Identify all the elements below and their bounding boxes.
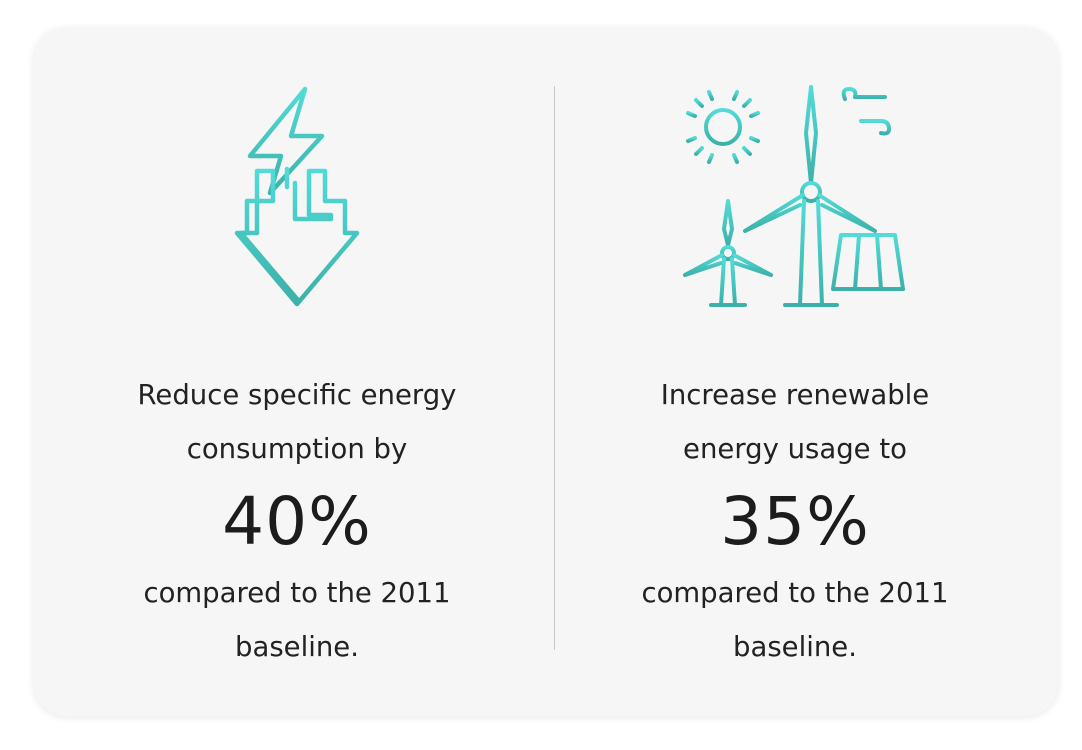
goal-text: Reduce specific energy consumption by 40… <box>87 368 507 674</box>
energy-down-icon <box>87 83 507 315</box>
column-divider <box>554 86 555 650</box>
goal-line-1: Increase renewable <box>660 379 930 411</box>
goal-text: Increase renewable energy usage to 35% c… <box>585 368 1005 674</box>
goal-value: 35% <box>720 483 870 560</box>
goal-line-4: baseline. <box>235 631 359 663</box>
goal-line-1: Reduce specific energy <box>137 379 457 411</box>
goal-line-3: compared to the 2011 <box>143 577 451 609</box>
renewable-energy-icon <box>585 83 1005 315</box>
goal-line-3: compared to the 2011 <box>641 577 949 609</box>
goal-line-4: baseline. <box>733 631 857 663</box>
goals-card: Reduce specific energy consumption by 40… <box>34 28 1058 716</box>
goal-value: 40% <box>222 483 372 560</box>
goal-line-2: energy usage to <box>683 433 907 465</box>
goal-line-2: consumption by <box>186 433 408 465</box>
